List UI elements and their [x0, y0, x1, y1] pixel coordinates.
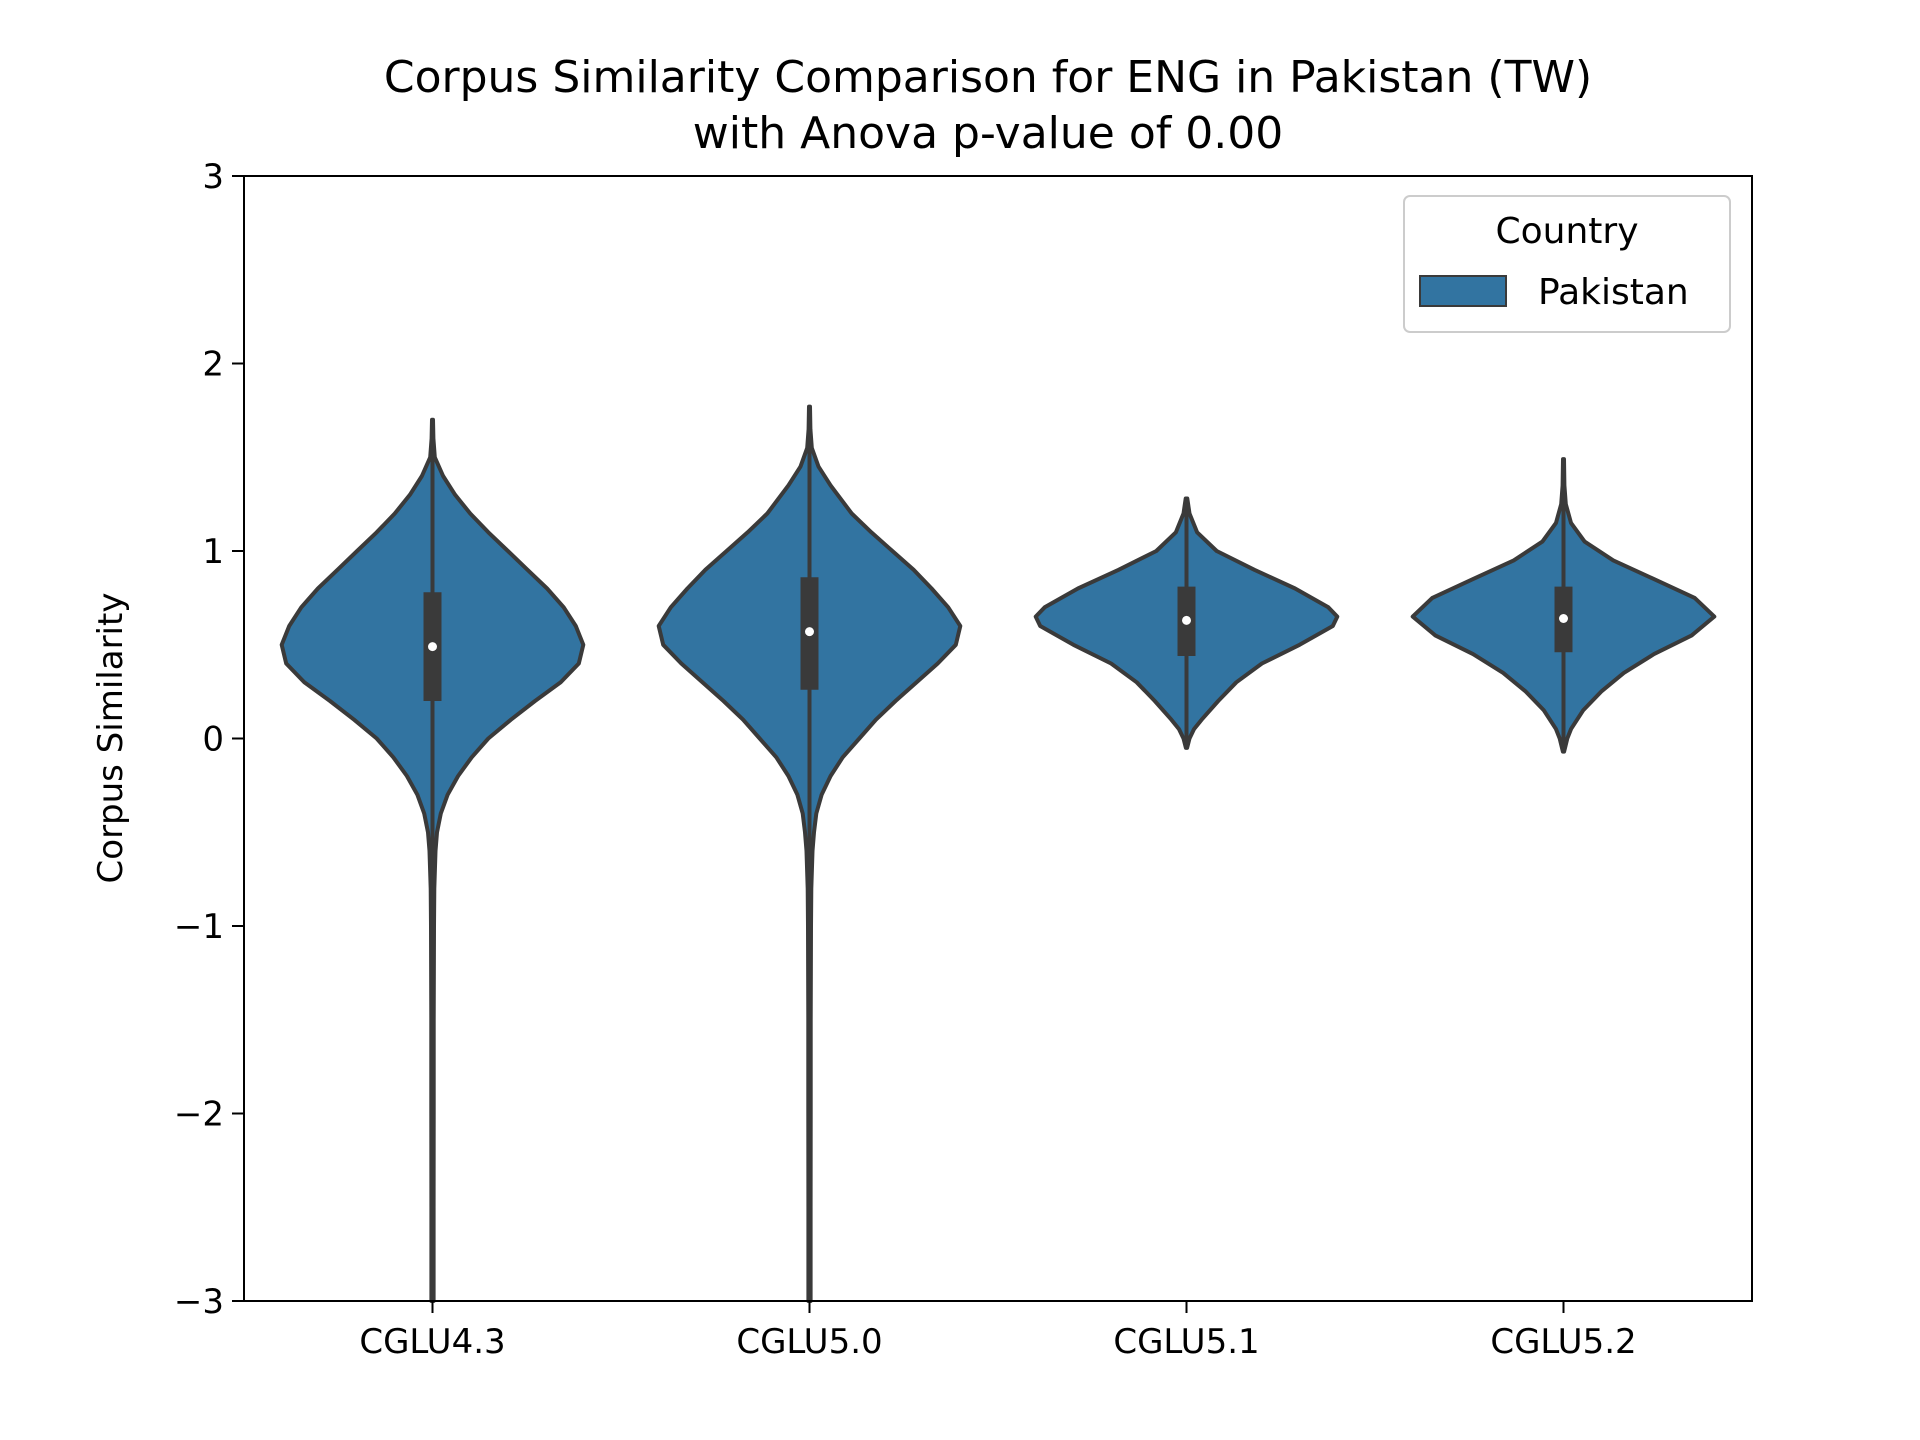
y-axis-label: Corpus Similarity: [91, 593, 131, 884]
y-tick-label: 2: [202, 345, 224, 385]
y-tick-label: −2: [174, 1095, 224, 1135]
median-dot-cglu4-3: [428, 642, 437, 652]
plot-area-frame: [243, 175, 1753, 1302]
median-dot-cglu5-1: [1182, 615, 1191, 625]
legend-entry-pakistan: Pakistan: [1538, 272, 1689, 313]
y-tick-label: −3: [174, 1282, 224, 1322]
x-tick-label: CGLU4.3: [359, 1322, 505, 1362]
y-tick-label: 1: [202, 532, 224, 572]
x-tick-label: CGLU5.1: [1113, 1322, 1259, 1362]
chart-title-line2: with Anova p-value of 0.00: [693, 108, 1283, 159]
chart-title-line1: Corpus Similarity Comparison for ENG in …: [384, 52, 1592, 103]
legend: Country Pakistan: [1403, 195, 1731, 333]
y-tick-label: −1: [174, 907, 224, 947]
legend-title: Country: [1495, 211, 1638, 252]
violins-layer: [279, 404, 1717, 1303]
y-axis-ticks: −3 −2 −1 0 1 2 3: [174, 157, 244, 1322]
y-tick-label: 0: [202, 720, 224, 760]
median-dot-cglu5-0: [805, 627, 814, 637]
x-tick-label: CGLU5.2: [1490, 1322, 1636, 1362]
median-dot-cglu5-2: [1559, 614, 1568, 623]
x-tick-label: CGLU5.0: [736, 1322, 882, 1362]
legend-swatch-pakistan: [1419, 275, 1507, 307]
x-axis-ticks: CGLU4.3 CGLU5.0 CGLU5.1 CGLU5.2: [359, 1301, 1637, 1362]
y-tick-label: 3: [202, 157, 224, 197]
